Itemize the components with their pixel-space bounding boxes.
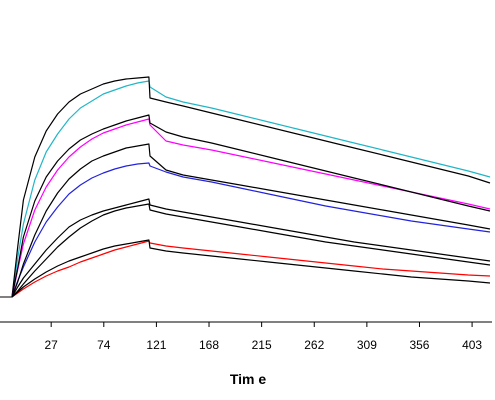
axis-layer	[0, 296, 492, 323]
fit-curve-7	[11, 203, 491, 298]
response-curve-2	[11, 118, 491, 298]
x-tick-label: 262	[304, 338, 324, 352]
x-tick-label: 215	[252, 338, 272, 352]
fit-curve-6	[11, 198, 491, 298]
x-tick-label: 356	[409, 338, 429, 352]
response-curve-8	[11, 240, 491, 298]
x-tick-layer: 27 74 121 168 215 262 309 356 403	[45, 322, 482, 352]
response-curve-0	[11, 80, 491, 298]
x-axis-title: Tim e	[230, 371, 267, 387]
x-tick-label: 74	[97, 338, 111, 352]
fit-curve-5	[11, 143, 491, 298]
x-tick-label: 168	[199, 338, 219, 352]
x-tick-label: 121	[146, 338, 166, 352]
fit-curve-9	[11, 239, 491, 298]
x-tick-label: 403	[462, 338, 482, 352]
x-tick-label: 27	[45, 338, 59, 352]
fit-curve-1	[11, 76, 491, 298]
response-curve-4	[11, 162, 491, 298]
fit-curve-3	[11, 114, 491, 298]
x-tick-label: 309	[357, 338, 377, 352]
series-layer	[11, 76, 491, 298]
